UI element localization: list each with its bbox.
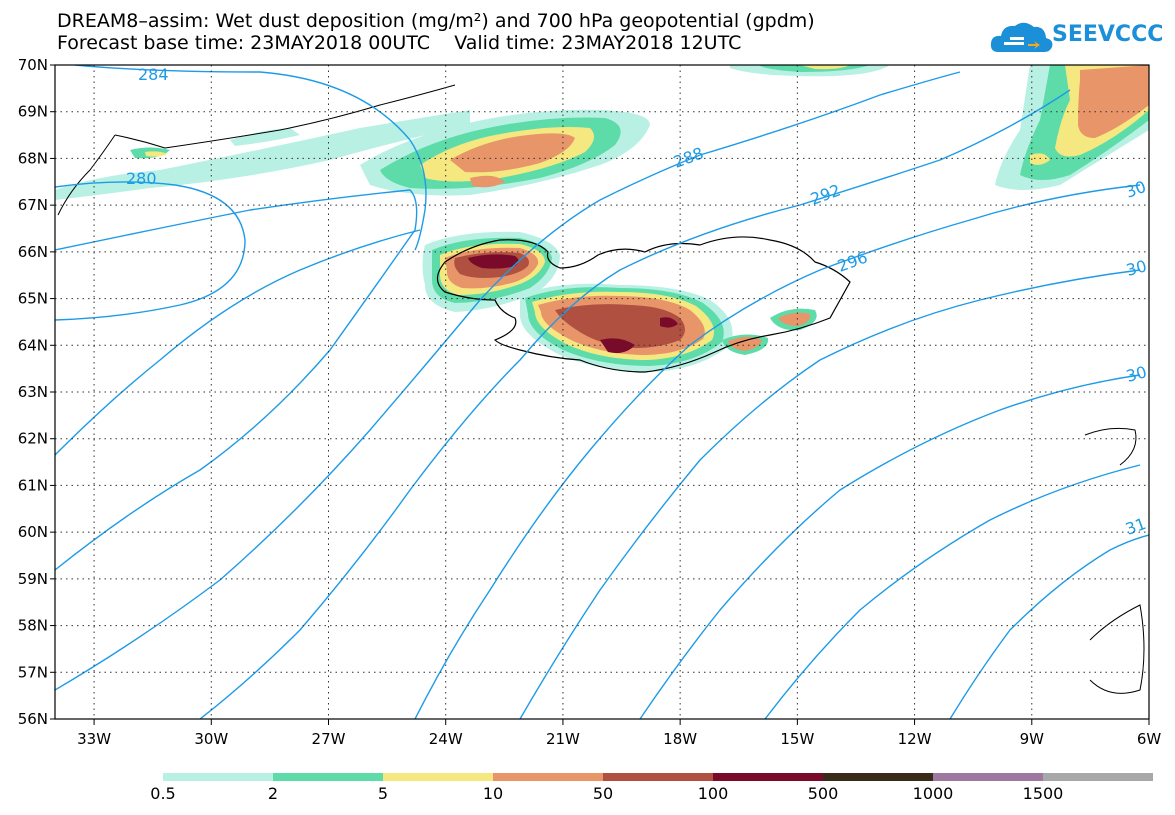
legend-swatch (823, 773, 933, 781)
lat-tick-label: 57N (18, 663, 48, 681)
legend-swatch (1043, 773, 1153, 781)
legend-label: 0.5 (150, 784, 176, 803)
map-subtitle: Forecast base time: 23MAY2018 00UTC Vali… (57, 32, 742, 54)
dust-deposition-field (55, 65, 1149, 372)
lon-tick-label: 27W (312, 730, 346, 748)
contour-label: 288 (671, 143, 706, 171)
contour-label: 280 (126, 169, 157, 188)
legend-label: 50 (592, 784, 614, 803)
lat-tick-label: 58N (18, 617, 48, 635)
legend-label: 1500 (1022, 784, 1064, 803)
lat-tick-label: 60N (18, 523, 48, 541)
lon-tick-label: 18W (663, 730, 697, 748)
legend-label: 1000 (912, 784, 954, 803)
lon-tick-label: 9W (1020, 730, 1045, 748)
legend-swatch (603, 773, 713, 781)
legend-swatch (163, 773, 273, 781)
lon-tick-label: 12W (898, 730, 932, 748)
contour-label: 31 (1123, 514, 1149, 539)
lat-tick-label: 68N (18, 149, 48, 167)
lat-tick-label: 66N (18, 243, 48, 261)
axis-ticks: 33W 30W 27W 24W 21W 18W 15W 12W 9W 6W 70N 69N 68N 67N… (18, 56, 1162, 748)
lat-tick-label: 69N (18, 103, 48, 121)
legend-swatch (383, 773, 493, 781)
lon-tick-label: 21W (546, 730, 580, 748)
gridlines (55, 65, 1149, 719)
legend-label: 100 (697, 784, 729, 803)
legend-label: 5 (377, 784, 389, 803)
legend-label: 10 (482, 784, 504, 803)
lon-tick-label: 6W (1137, 730, 1162, 748)
lat-tick-label: 70N (18, 56, 48, 74)
cloud-logo-icon (990, 22, 1053, 52)
lat-tick-label: 64N (18, 336, 48, 354)
lat-tick-label: 62N (18, 430, 48, 448)
legend-label: 2 (267, 784, 279, 803)
contour-label: 30 (1124, 256, 1149, 280)
contour-label: 292 (808, 180, 843, 208)
lon-tick-label: 15W (780, 730, 814, 748)
lat-tick-label: 56N (18, 710, 48, 728)
legend-swatch (713, 773, 823, 781)
logo-text: SEEVCCC (1052, 22, 1164, 47)
lat-tick-label: 65N (18, 290, 48, 308)
contour-label: 284 (138, 65, 169, 84)
color-legend (163, 773, 1153, 781)
geopotential-contours (55, 65, 1149, 719)
legend-swatch (933, 773, 1043, 781)
lon-tick-label: 30W (194, 730, 228, 748)
map-title: DREAM8–assim: Wet dust deposition (mg/m²… (57, 10, 815, 32)
contour-label: 30 (1124, 362, 1149, 386)
contour-label: 30 (1123, 177, 1149, 202)
lat-tick-label: 61N (18, 476, 48, 494)
lon-tick-label: 24W (429, 730, 463, 748)
legend-label: 500 (807, 784, 839, 803)
lat-tick-label: 63N (18, 383, 48, 401)
coastline (57, 84, 1145, 694)
lat-tick-label: 59N (18, 570, 48, 588)
legend-swatch (493, 773, 603, 781)
lat-tick-label: 67N (18, 196, 48, 214)
legend-swatch (273, 773, 383, 781)
lon-tick-label: 33W (77, 730, 111, 748)
